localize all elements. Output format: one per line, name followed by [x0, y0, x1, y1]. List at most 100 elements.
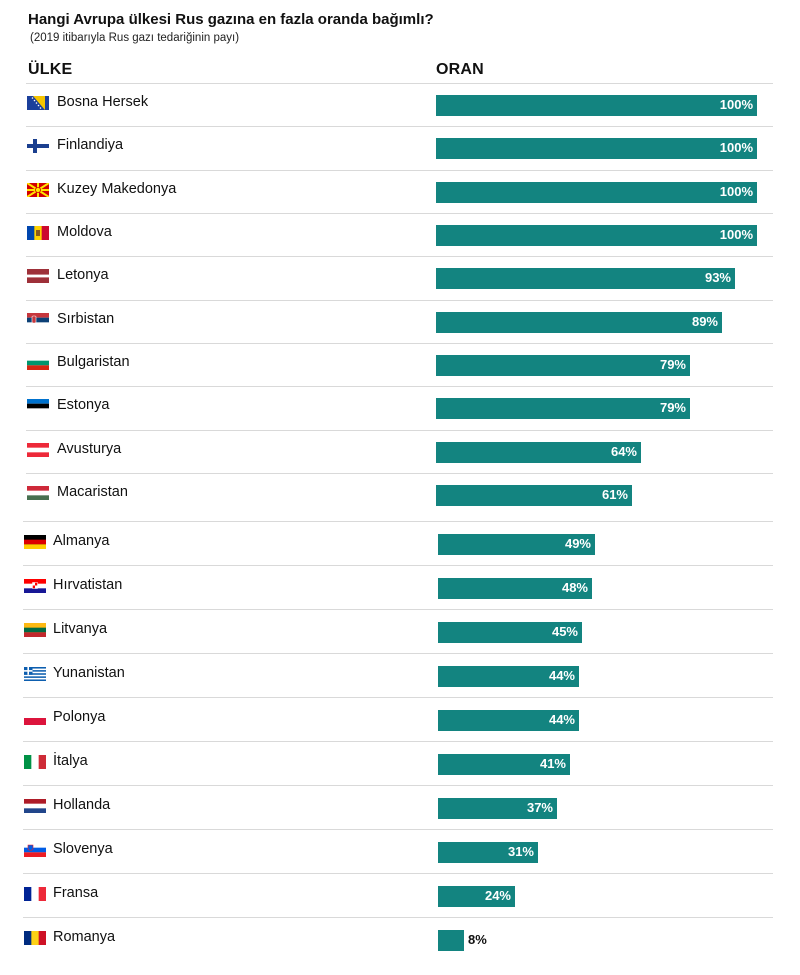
bar — [436, 398, 690, 420]
chart-row: İtalya 41% — [0, 742, 800, 785]
value-label: 100% — [719, 140, 753, 156]
france-flag-icon — [24, 886, 46, 901]
row-separator — [26, 343, 773, 344]
croatia-flag-icon — [24, 578, 46, 593]
value-label: 100% — [719, 226, 753, 242]
country-label: Almanya — [53, 533, 110, 549]
bar — [438, 621, 582, 643]
bar — [438, 797, 557, 819]
greece-flag-icon — [24, 666, 46, 681]
row-separator — [26, 256, 773, 257]
chart-title: Hangi Avrupa ülkesi Rus gazına en fazla … — [28, 11, 434, 28]
italy-flag-icon — [24, 754, 46, 769]
chart-row: Slovenya 31% — [0, 830, 800, 873]
bar — [438, 885, 515, 907]
netherlands-flag-icon — [24, 798, 46, 813]
chart-row: Hollanda 37% — [0, 786, 800, 829]
moldova-flag-icon — [27, 225, 49, 240]
country-label: İtalya — [53, 752, 88, 769]
chart-row: Macaristan 61% — [0, 473, 800, 516]
chart-row: Fransa 24% — [0, 874, 800, 917]
latvia-flag-icon — [27, 269, 49, 284]
chart-row: Almanya 49% — [0, 522, 800, 565]
value-label: 44% — [548, 667, 575, 683]
chart-row: Yunanistan 44% — [0, 654, 800, 697]
value-label: 93% — [704, 270, 731, 286]
column-header-country: ÜLKE — [28, 61, 73, 78]
country-label: Letonya — [57, 267, 109, 284]
chart-row: Avusturya 64% — [0, 430, 800, 473]
chart-row: Moldova 100% — [0, 213, 800, 256]
chart-row: Bulgaristan 79% — [0, 343, 800, 386]
bar — [436, 441, 641, 463]
row-separator — [26, 83, 773, 84]
row-separator — [23, 785, 773, 786]
value-label: 45% — [551, 623, 578, 639]
chart-subtitle: (2019 itibarıyla Rus gazı tedariğinin pa… — [30, 32, 240, 44]
country-label: Polonya — [53, 708, 106, 725]
bar — [438, 929, 464, 951]
poland-flag-icon — [24, 710, 46, 725]
chart-row: Litvanya 45% — [0, 610, 800, 653]
value-label: 24% — [484, 887, 511, 903]
bar — [438, 709, 579, 731]
value-label: 37% — [526, 799, 553, 815]
row-separator — [26, 386, 773, 387]
value-label: 8% — [468, 931, 487, 947]
country-label: Moldova — [57, 223, 112, 240]
country-label: Estonya — [57, 397, 110, 414]
chart-row: Polonya 44% — [0, 698, 800, 741]
chart-row: Estonya 79% — [0, 386, 800, 429]
slovenia-flag-icon — [24, 842, 46, 857]
lithuania-flag-icon — [24, 622, 46, 637]
bar — [438, 753, 570, 775]
row-separator — [23, 521, 773, 522]
value-label: 79% — [659, 400, 686, 416]
country-label: Slovenya — [53, 840, 113, 857]
bar — [438, 577, 592, 599]
country-label: Finlandiya — [57, 137, 124, 154]
bulgaria-flag-icon — [27, 355, 49, 370]
bar — [438, 534, 595, 555]
bar — [436, 311, 722, 333]
row-separator — [23, 609, 773, 610]
value-label: 100% — [719, 183, 753, 199]
country-label: Hollanda — [53, 796, 111, 813]
country-label: Romanya — [53, 928, 116, 945]
country-label: Sırbistan — [57, 310, 115, 327]
value-label: 79% — [659, 356, 686, 372]
country-label: Hırvatistan — [53, 576, 123, 593]
chart-row: Letonya 93% — [0, 256, 800, 299]
country-label: Macaristan — [57, 483, 128, 500]
value-label: 100% — [719, 97, 753, 112]
bar — [436, 354, 690, 376]
column-header-rate: ORAN — [436, 61, 484, 78]
row-separator — [26, 300, 773, 301]
row-separator — [26, 126, 773, 127]
bar — [438, 665, 579, 687]
value-label: 64% — [610, 443, 637, 459]
row-separator — [23, 697, 773, 698]
row-separator — [23, 917, 773, 918]
country-label: Bosna Hersek — [57, 94, 149, 110]
row-separator — [23, 565, 773, 566]
chart-row: Hırvatistan 48% — [0, 566, 800, 609]
bar — [436, 181, 757, 203]
serbia-flag-icon — [27, 312, 49, 327]
row-separator — [26, 430, 773, 431]
bar — [436, 484, 632, 506]
chart-row: Sırbistan 89% — [0, 300, 800, 343]
estonia-flag-icon — [27, 399, 49, 414]
bar — [438, 841, 538, 863]
bar — [436, 268, 735, 290]
row-separator — [26, 213, 773, 214]
north-macedonia-flag-icon — [27, 182, 49, 197]
row-separator — [23, 829, 773, 830]
value-label: 31% — [507, 843, 534, 859]
row-separator — [23, 873, 773, 874]
row-separator — [26, 170, 773, 171]
country-label: Yunanistan — [53, 664, 125, 681]
bar — [436, 224, 757, 246]
austria-flag-icon — [27, 442, 49, 457]
